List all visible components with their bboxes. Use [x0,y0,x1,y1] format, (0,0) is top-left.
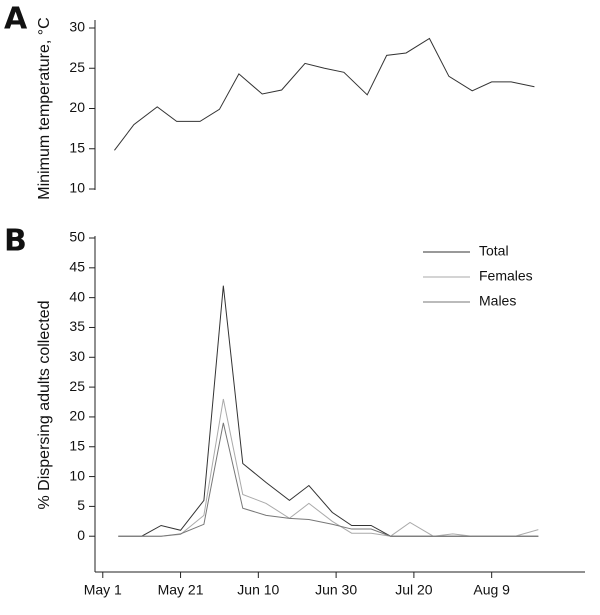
x-tick-label: Jul 20 [395,582,433,598]
y-tick-label: 15 [69,139,85,155]
y-tick-label: 40 [69,288,85,304]
legend-label: Total [479,243,509,259]
y-tick-label: 30 [69,348,85,364]
y-tick-label: 45 [69,259,85,275]
y-tick-label: 35 [69,318,85,334]
y-tick-label: 0 [77,527,85,543]
y-tick-label: 10 [69,180,85,196]
series-line [118,422,539,537]
panel-label: B [4,224,27,259]
series-line [118,285,539,537]
y-tick-label: 20 [69,99,85,115]
y-tick-label: 5 [77,497,85,513]
x-tick-label: Jun 10 [237,582,279,598]
series-line [114,37,535,151]
x-tick-label: May 21 [158,582,204,598]
panel-label: A [4,2,28,37]
y-tick-label: 25 [69,378,85,394]
x-tick-label: Aug 9 [473,582,510,598]
series-line [118,398,539,537]
legend-label: Females [479,268,533,284]
y-tick-label: 20 [69,408,85,424]
y-axis-title: Minimum temperature, °C [36,17,53,199]
y-axis-title: % Dispersing adults collected [36,301,53,510]
y-tick-label: 25 [69,59,85,75]
y-tick-label: 50 [69,229,85,245]
y-tick-label: 10 [69,467,85,483]
x-tick-label: May 1 [84,582,122,598]
legend-label: Males [479,293,516,309]
x-tick-label: Jun 30 [315,582,357,598]
y-tick-label: 15 [69,437,85,453]
y-tick-label: 30 [69,19,85,35]
